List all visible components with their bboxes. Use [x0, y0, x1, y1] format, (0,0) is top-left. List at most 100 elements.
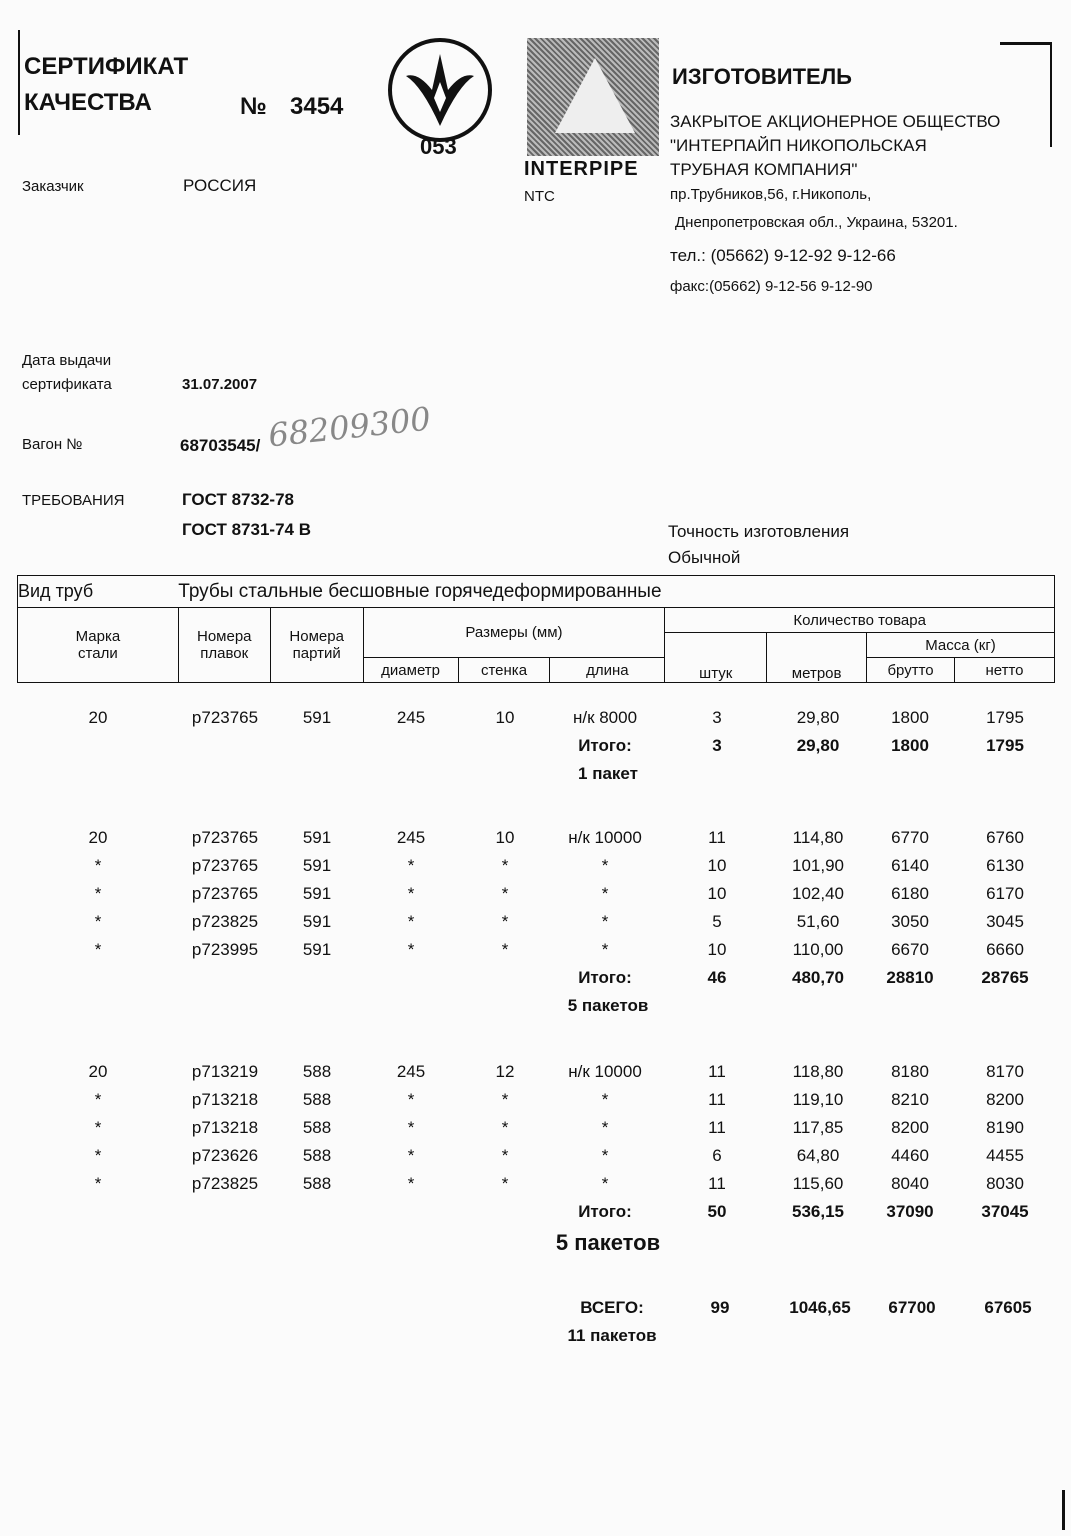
cell-heat: р713218	[191, 1118, 259, 1137]
cell-net: 6660	[986, 940, 1024, 959]
cell-pcs: 3	[712, 708, 722, 727]
cell-heat: р723765	[191, 708, 259, 727]
cell-length: *	[601, 856, 609, 875]
subtotal-net: 37045	[981, 1202, 1029, 1221]
cell-lot: 591	[302, 708, 332, 727]
cell-lot: 591	[302, 828, 332, 847]
col-wall: стенка	[457, 657, 551, 683]
logo-text: INTERPIPE	[524, 158, 639, 180]
cell-wall: 12	[495, 1062, 515, 1081]
cell-steel: 20	[88, 1062, 108, 1081]
cell-lot: 591	[302, 856, 332, 875]
cell-length: н/к 8000	[572, 708, 638, 727]
cell-diameter: *	[407, 940, 415, 959]
cell-lot: 591	[302, 912, 332, 931]
conformity-mark-icon	[388, 38, 492, 142]
border-line	[18, 30, 20, 135]
cell-steel: *	[94, 1090, 102, 1109]
mark-code: 053	[420, 134, 457, 159]
subtotal-gross: 1800	[891, 736, 929, 755]
accuracy-value: Обычной	[668, 548, 741, 567]
cell-meters: 102,40	[792, 884, 844, 903]
shipment-group: 20 р713219 588 245 12 н/к 10000 11 118,80 8180 81…	[0, 1062, 1071, 1258]
cell-net: 8200	[986, 1090, 1024, 1109]
cell-gross: 1800	[891, 708, 929, 727]
cell-gross: 6180	[891, 884, 929, 903]
cell-wall: *	[501, 1090, 509, 1109]
col-quantity: Количество товара	[664, 607, 1055, 633]
cell-net: 8030	[986, 1174, 1024, 1193]
cell-steel: *	[94, 1118, 102, 1137]
cell-wall: *	[501, 912, 509, 931]
cell-gross: 6140	[891, 856, 929, 875]
cell-lot: 588	[302, 1174, 332, 1193]
cell-length: н/к 10000	[568, 828, 642, 847]
cell-diameter: *	[407, 856, 415, 875]
table-row: * р723825 591 * * * 5 51,60 3050 3045	[0, 912, 1071, 940]
cell-wall: *	[501, 856, 509, 875]
cell-steel: *	[94, 1146, 102, 1165]
cell-gross: 8040	[891, 1174, 929, 1193]
subtotal-net: 28765	[981, 968, 1029, 987]
subtotal-pcs: 46	[707, 968, 727, 987]
border-line	[1062, 1490, 1065, 1530]
cell-wall: 10	[495, 708, 515, 727]
issue-date: 31.07.2007	[182, 376, 258, 393]
cell-pcs: 11	[708, 1118, 726, 1137]
grand-total-gross: 67700	[888, 1298, 936, 1317]
cell-length: *	[601, 1090, 609, 1109]
table-header: Вид труб Трубы стальные бесшовные горячед…	[17, 575, 1056, 683]
packs-count: 5 пакетов	[567, 996, 649, 1015]
cell-meters: 117,85	[792, 1118, 844, 1137]
cell-pcs: 5	[712, 912, 722, 931]
title-line1: СЕРТИФИКАТ	[24, 53, 189, 80]
col-meters: метров	[766, 632, 868, 683]
wagon-number: 68703545/	[180, 436, 261, 455]
requirement: ГОСТ 8732-78	[182, 490, 294, 509]
table-row: * р713218 588 * * * 11 117,85 8200 8190	[0, 1118, 1071, 1146]
grand-total: ВСЕГО: 99 1046,65 67700 67605 11 пакетов	[0, 1298, 1071, 1354]
subtotal-label: Итого:	[578, 736, 632, 755]
subtotal-gross: 37090	[886, 1202, 934, 1221]
subtotal-row: Итого: 46 480,70 28810 28765	[0, 968, 1071, 996]
cell-lot: 588	[302, 1146, 332, 1165]
col-lot: Номера партий	[269, 607, 364, 683]
cell-gross: 4460	[891, 1146, 929, 1165]
cell-net: 8170	[986, 1062, 1024, 1081]
manufacturer-address: пр.Трубников,56, г.Никополь,	[670, 186, 872, 203]
cell-gross: 8210	[891, 1090, 929, 1109]
cell-gross: 6670	[891, 940, 929, 959]
col-heat: Номера плавок	[177, 607, 271, 683]
accuracy-label: Точность изготовления	[668, 522, 850, 541]
cell-wall: *	[501, 884, 509, 903]
cell-net: 6130	[986, 856, 1024, 875]
border-line	[1050, 42, 1052, 147]
cell-length: *	[601, 1146, 609, 1165]
cell-net: 8190	[986, 1118, 1024, 1137]
cell-pcs: 10	[707, 884, 727, 903]
subtotal-meters: 480,70	[792, 968, 844, 987]
subtotal-pcs: 50	[707, 1202, 727, 1221]
grand-total-net: 67605	[984, 1298, 1032, 1317]
cell-diameter: 245	[396, 1062, 426, 1081]
cell-length: *	[601, 1118, 609, 1137]
pipe-type-label: Вид труб	[17, 575, 179, 608]
cell-diameter: *	[407, 912, 415, 931]
logo-sub: NTC	[524, 188, 555, 205]
cell-meters: 110,00	[792, 940, 844, 959]
cell-pcs: 10	[707, 940, 727, 959]
cell-pcs: 10	[707, 856, 727, 875]
cell-meters: 101,90	[792, 856, 844, 875]
cell-wall: 10	[495, 828, 515, 847]
cell-heat: р723765	[191, 828, 259, 847]
packs-count: 5 пакетов	[555, 1230, 661, 1255]
cell-lot: 591	[302, 884, 332, 903]
cell-steel: *	[94, 940, 102, 959]
cell-heat: р723765	[191, 856, 259, 875]
grand-total-pcs: 99	[710, 1298, 730, 1317]
number-label: №	[240, 93, 267, 120]
grand-total-packs: 11 пакетов	[567, 1326, 657, 1345]
cell-meters: 114,80	[792, 828, 844, 847]
handwritten-wagon: 68209300	[266, 399, 433, 455]
